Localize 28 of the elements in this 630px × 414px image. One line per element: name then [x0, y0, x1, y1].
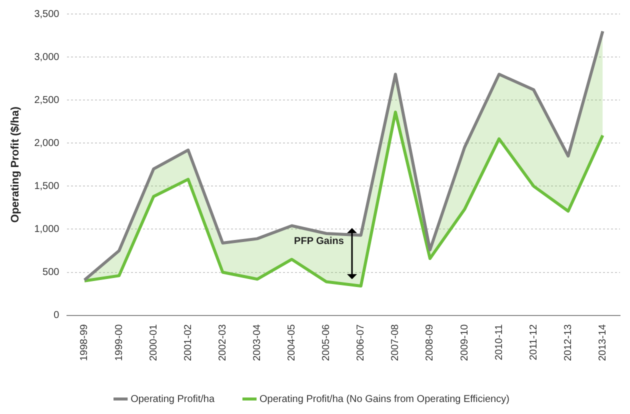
y-tick-label: 1,000 [34, 224, 60, 235]
y-tick-label: 0 [54, 310, 60, 322]
x-tick-label: 2001-02 [182, 324, 194, 362]
annotation: PFP Gains [294, 236, 344, 248]
y-tick-label: 3,500 [34, 8, 60, 20]
y-tick-label: 2,000 [34, 138, 60, 149]
y-tick-label: 2,500 [34, 94, 60, 106]
x-tick-label: 2012-13 [562, 324, 574, 362]
y-tick-label: 500 [42, 267, 60, 278]
legend-label: Operating Profit/ha [130, 394, 215, 405]
x-tick-label: 2007-08 [390, 324, 402, 362]
y-axis-title: Operating Profit ($/ha) [10, 106, 22, 223]
y-tick-label: 3,000 [34, 52, 60, 63]
x-tick-label: 2011-12 [528, 324, 540, 360]
x-tick-label: 2005-06 [321, 324, 332, 362]
x-tick-label: 2004-05 [286, 324, 298, 362]
x-tick-label: 2006-07 [356, 324, 367, 362]
x-tick-label: 1999-00 [114, 324, 125, 362]
x-tick-label: 1998-99 [79, 324, 90, 362]
x-tick-label: 2002-03 [217, 324, 228, 362]
x-tick-label: 2000-01 [148, 324, 160, 362]
x-tick-label: 2003-04 [252, 324, 263, 362]
x-tick-label: 2009-10 [459, 324, 470, 362]
legend-label: Operating Profit/ha (No Gains from Operating Efficiency) [260, 394, 510, 405]
x-tick-label: 2013-14 [597, 324, 608, 362]
x-tick-label: 2010-11 [494, 324, 505, 360]
x-tick-label: 2008-09 [424, 324, 436, 362]
y-tick-label: 1,500 [34, 180, 60, 192]
